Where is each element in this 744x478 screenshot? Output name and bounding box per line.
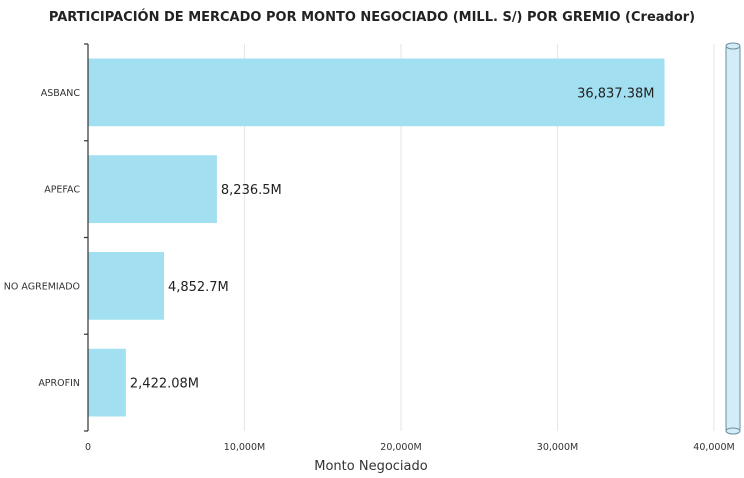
x-tick-label: 20,000M <box>380 442 421 453</box>
x-tick-label: 40,000M <box>693 442 734 453</box>
bars <box>88 58 665 417</box>
bar[interactable] <box>88 252 164 320</box>
data-label: 2,422.08M <box>130 377 199 392</box>
axes: 0 10,000M 20,000M 30,000M 40,000M ASBANC APEFA… <box>4 43 735 453</box>
scrollbar-track[interactable] <box>725 45 741 432</box>
scrollbar[interactable] <box>725 42 741 435</box>
data-label: 36,837.38M <box>577 86 654 101</box>
scrollbar-bottom-handle[interactable] <box>725 427 741 435</box>
bar[interactable] <box>88 348 126 417</box>
category-label: NO AGREMIADO <box>4 281 80 292</box>
x-axis-title: Monto Negociado <box>314 459 427 474</box>
chart-title: PARTICIPACIÓN DE MERCADO POR MONTO NEGOC… <box>48 10 696 25</box>
category-label: APROFIN <box>38 378 80 389</box>
x-tick-label: 10,000M <box>224 442 265 453</box>
data-label: 4,852.7M <box>168 280 229 295</box>
x-tick-label: 30,000M <box>537 442 578 453</box>
scrollbar-top-handle[interactable] <box>725 42 741 50</box>
bar[interactable] <box>88 155 217 223</box>
category-label: ASBANC <box>41 88 81 99</box>
data-label: 8,236.5M <box>221 183 282 198</box>
category-label: APEFAC <box>44 185 80 196</box>
data-labels: 36,837.38M 8,236.5M 4,852.7M 2,422.08M <box>130 86 655 391</box>
x-tick-label: 0 <box>85 442 91 453</box>
bar[interactable] <box>88 58 665 127</box>
